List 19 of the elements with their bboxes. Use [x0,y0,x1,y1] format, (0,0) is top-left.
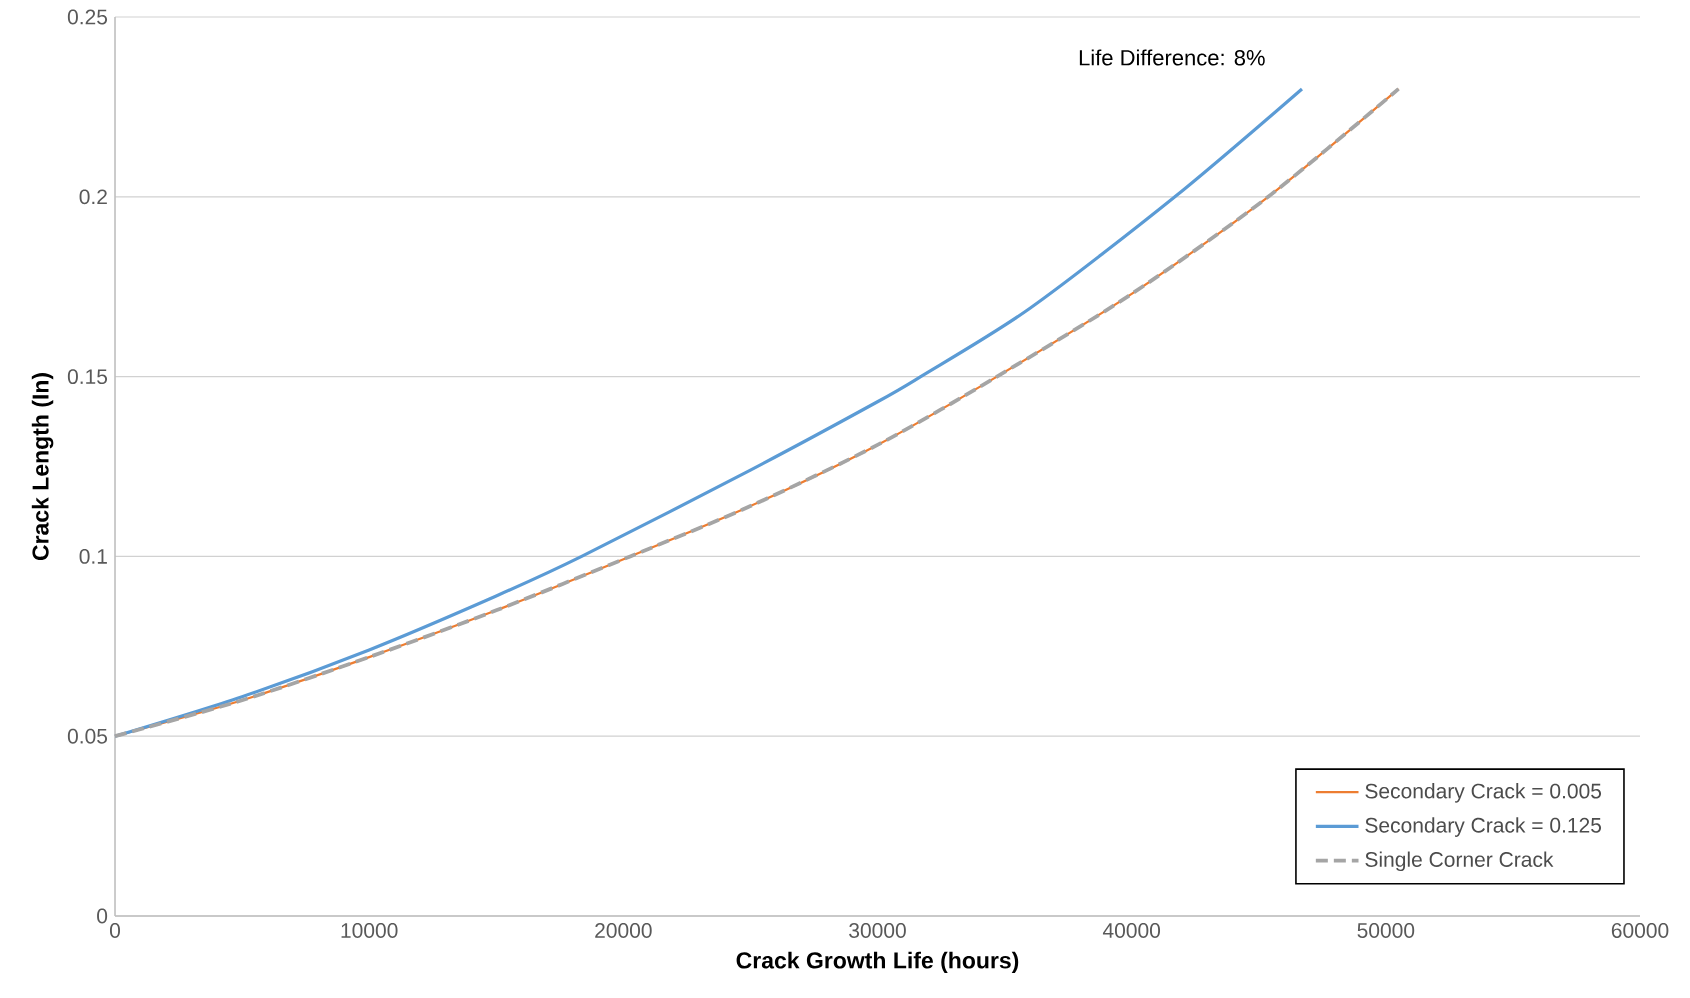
x-tick-label: 40000 [1102,923,1161,938]
y-tick-label: 0.25 [67,9,108,25]
x-tick-label: 0 [109,923,121,938]
y-tick-label: 0.1 [79,548,107,564]
x-axis-title: Crack Growth Life (hours) [736,951,1019,974]
annotation: Life Difference: 8% [1079,49,1265,66]
legend-label: Secondary Crack = 0.005 [1365,783,1602,803]
legend-label: Single Corner Crack [1365,851,1554,872]
y-tick-label: 0.05 [67,728,108,744]
x-tick-label: 50000 [1357,923,1415,938]
y-axis-title: Crack Length (In) [31,373,54,561]
x-tick-label: 60000 [1611,923,1669,938]
legend-label: Secondary Crack = 0.125 [1365,817,1602,837]
y-tick-label: 0.15 [67,369,108,385]
x-tick-label: 10000 [341,923,398,938]
y-tick-label: 0 [97,908,108,924]
x-tick-label: 30000 [849,923,906,938]
y-tick-label: 0.2 [79,189,107,205]
x-tick-label: 20000 [595,923,652,938]
